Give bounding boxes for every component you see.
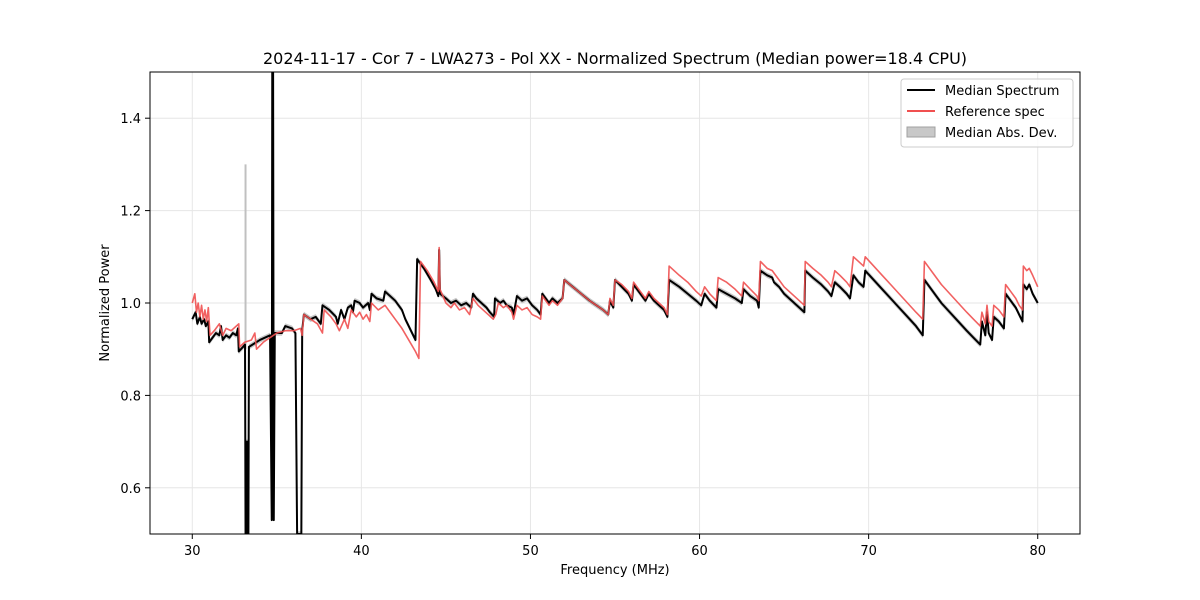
legend-swatch-median-abs-dev — [906, 126, 936, 138]
mad-band-area — [192, 72, 1038, 534]
x-tick-label: 40 — [353, 544, 370, 559]
chart-title: 2024-11-17 - Cor 7 - LWA273 - Pol XX - N… — [263, 49, 967, 68]
plot-data-area — [191, 72, 1039, 534]
legend: Median Spectrum Reference spec Median Ab… — [900, 78, 1074, 148]
y-tick-label: 0.8 — [120, 389, 141, 404]
y-tick-label: 1.4 — [120, 112, 141, 127]
x-tick-label: 60 — [691, 544, 708, 559]
x-axis-label: Frequency (MHz) — [560, 563, 669, 578]
y-tick-label: 1.2 — [120, 205, 141, 220]
x-tick-label: 70 — [860, 544, 877, 559]
reference-spec-line — [191, 246, 1039, 360]
legend-label-reference-spec: Reference spec — [945, 105, 1045, 120]
x-tick-label: 30 — [184, 544, 201, 559]
x-tick-label: 80 — [1029, 544, 1046, 559]
y-axis-label: Normalized Power — [98, 244, 113, 362]
y-tick-label: 1.0 — [120, 297, 141, 312]
axis-ticks: 30 40 50 60 70 80 0.6 0.8 1.0 1.2 1.4 — [120, 112, 1046, 559]
legend-box — [900, 78, 1074, 148]
legend-label-median-spectrum: Median Spectrum — [945, 84, 1059, 99]
median-spectrum-line — [191, 72, 1039, 534]
legend-label-median-abs-dev: Median Abs. Dev. — [945, 126, 1057, 141]
x-tick-label: 50 — [522, 544, 539, 559]
y-tick-label: 0.6 — [120, 482, 141, 497]
